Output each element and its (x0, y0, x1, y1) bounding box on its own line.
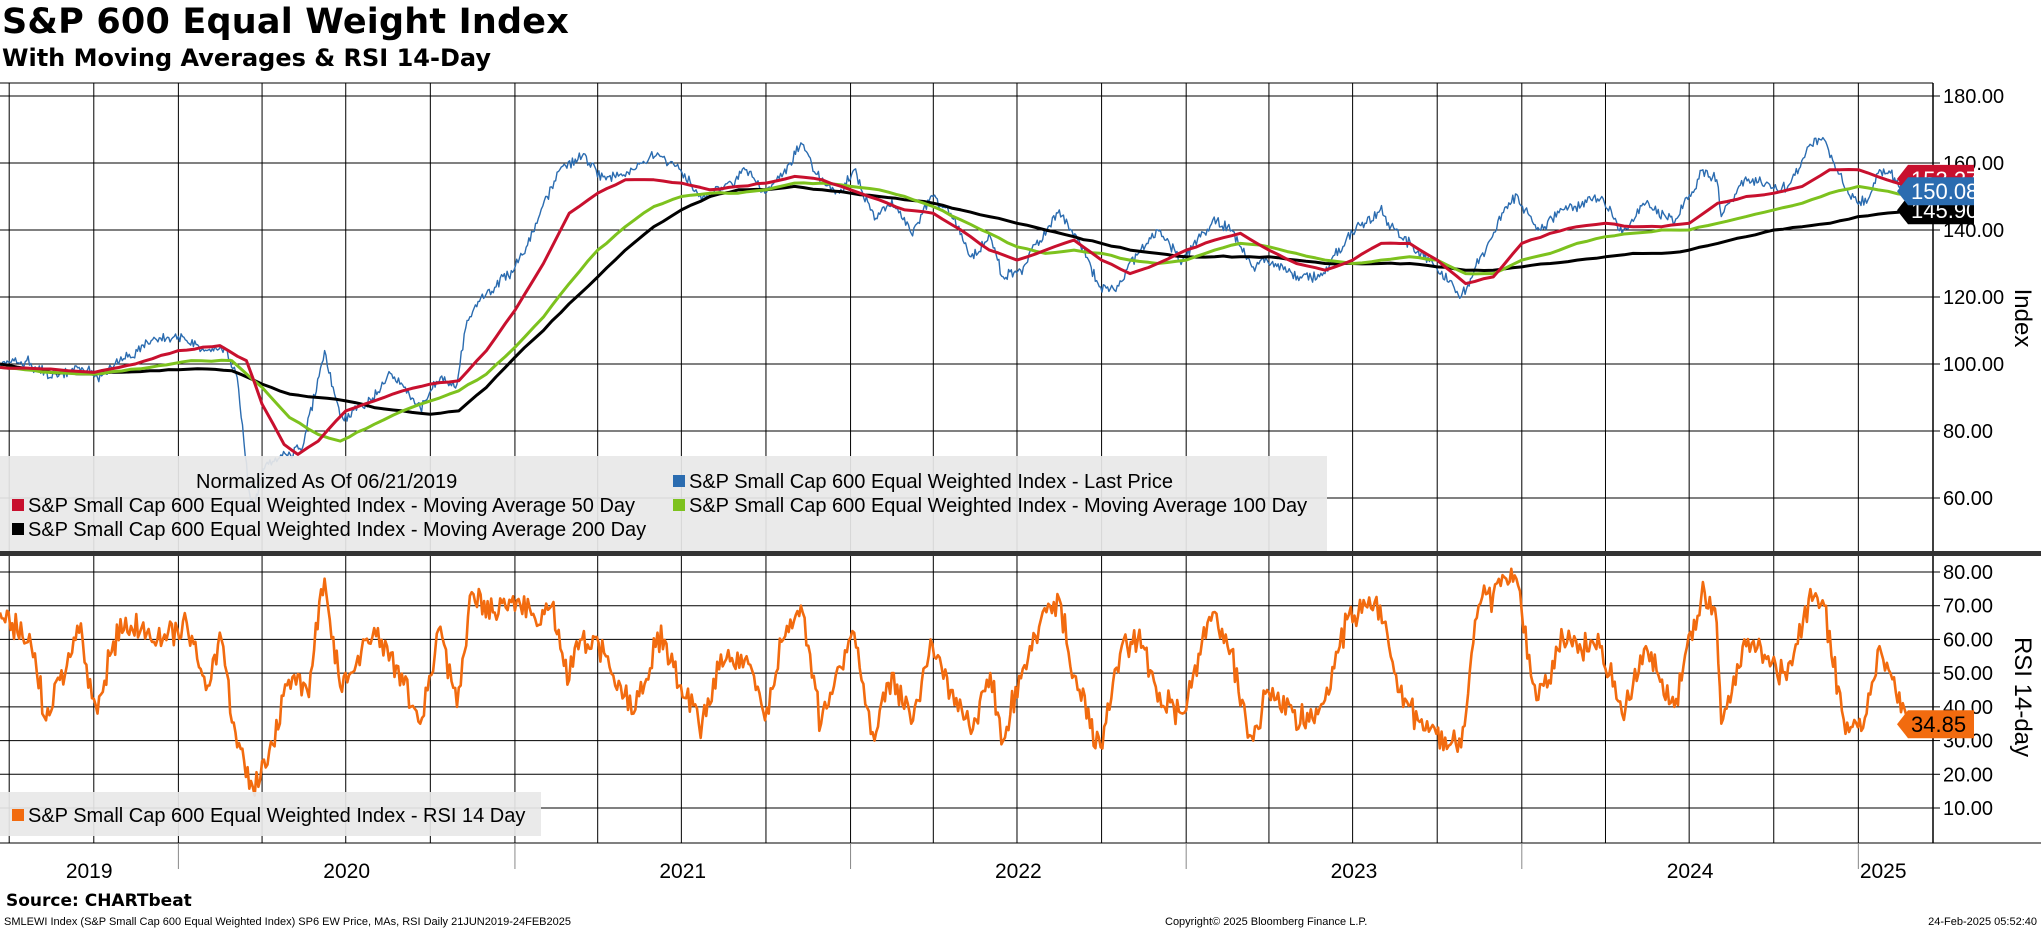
axes-group: 180.00160.00140.00120.00100.0080.0060.00… (0, 82, 2041, 883)
legend-ma100-swatch (673, 499, 685, 511)
rsi-legend-box (0, 792, 541, 836)
x-tick-label: 2019 (66, 860, 113, 883)
badge-rsi: 34.85 (1897, 710, 1974, 739)
x-tick-label: 2025 (1860, 860, 1907, 883)
ma50-line (0, 168, 1909, 456)
legend-ma200-swatch (12, 523, 24, 535)
legend-normalized-note: Normalized As Of 06/21/2019 (196, 471, 457, 493)
footer-description: SMLEWI Index (S&P Small Cap 600 Equal We… (4, 916, 571, 928)
price-y-tick-label: 100.00 (1943, 354, 2004, 376)
footer-copyright: Copyright© 2025 Bloomberg Finance L.P. (1165, 916, 1368, 928)
legend-ma50-swatch (12, 499, 24, 511)
badge-price-shape (1897, 177, 1974, 206)
chart-subtitle: With Moving Averages & RSI 14-Day (2, 44, 491, 72)
price-series-group (0, 136, 1909, 509)
rsi-y-tick-label: 10.00 (1943, 798, 1993, 820)
panel-separator (0, 551, 2041, 556)
price-rsi-chart: 180.00160.00140.00120.00100.0080.0060.00… (0, 82, 2041, 883)
legend-ma200-label: S&P Small Cap 600 Equal Weighted Index -… (28, 519, 646, 541)
price-y-axis-title: Index (2009, 289, 2036, 348)
rsi-y-tick-label: 50.00 (1943, 663, 1993, 685)
x-tick-label: 2022 (995, 860, 1042, 883)
rsi-y-tick-label: 60.00 (1943, 629, 1993, 651)
legend-price-swatch (673, 475, 685, 487)
badge-rsi-shape (1897, 710, 1974, 739)
legend-ma100-label: S&P Small Cap 600 Equal Weighted Index -… (689, 495, 1307, 517)
footer-timestamp: 24-Feb-2025 05:52:40 (1928, 916, 2037, 928)
rsi-line (0, 567, 1910, 797)
price-y-tick-label: 120.00 (1943, 287, 2004, 309)
ma100-line (0, 181, 1909, 443)
x-tick-label: 2020 (323, 860, 370, 883)
legend-rsi-label: S&P Small Cap 600 Equal Weighted Index -… (28, 805, 525, 827)
price-y-tick-label: 140.00 (1943, 220, 2004, 242)
legend-price-label: S&P Small Cap 600 Equal Weighted Index -… (689, 471, 1173, 493)
x-tick-label: 2024 (1667, 860, 1714, 883)
legend-ma50-label: S&P Small Cap 600 Equal Weighted Index -… (28, 495, 635, 517)
legend-group: Normalized As Of 06/21/2019 S&P Small Cap… (0, 456, 1327, 836)
x-tick-label: 2023 (1331, 860, 1378, 883)
ma200-line (0, 184, 1909, 416)
price-y-tick-label: 180.00 (1943, 86, 2004, 108)
chart-title: S&P 600 Equal Weight Index (2, 2, 569, 42)
rsi-y-tick-label: 80.00 (1943, 562, 1993, 584)
rsi-y-tick-label: 70.00 (1943, 596, 1993, 618)
source-note: Source: CHARTbeat (6, 891, 192, 911)
rsi-series-group (0, 567, 1910, 797)
price-line (0, 136, 1909, 509)
price-legend-box (0, 456, 1327, 551)
price-y-tick-label: 80.00 (1943, 421, 1993, 443)
badge-rsi-text: 34.85 (1911, 712, 1966, 737)
badge-price-text: 150.08 (1911, 179, 1978, 204)
badge-price: 150.08 (1897, 177, 1978, 206)
rsi-y-axis-title: RSI 14-day (2009, 637, 2036, 757)
legend-rsi-swatch (12, 809, 24, 821)
rsi-y-tick-label: 20.00 (1943, 764, 1993, 786)
price-y-tick-label: 60.00 (1943, 488, 1993, 510)
x-tick-label: 2021 (659, 860, 706, 883)
